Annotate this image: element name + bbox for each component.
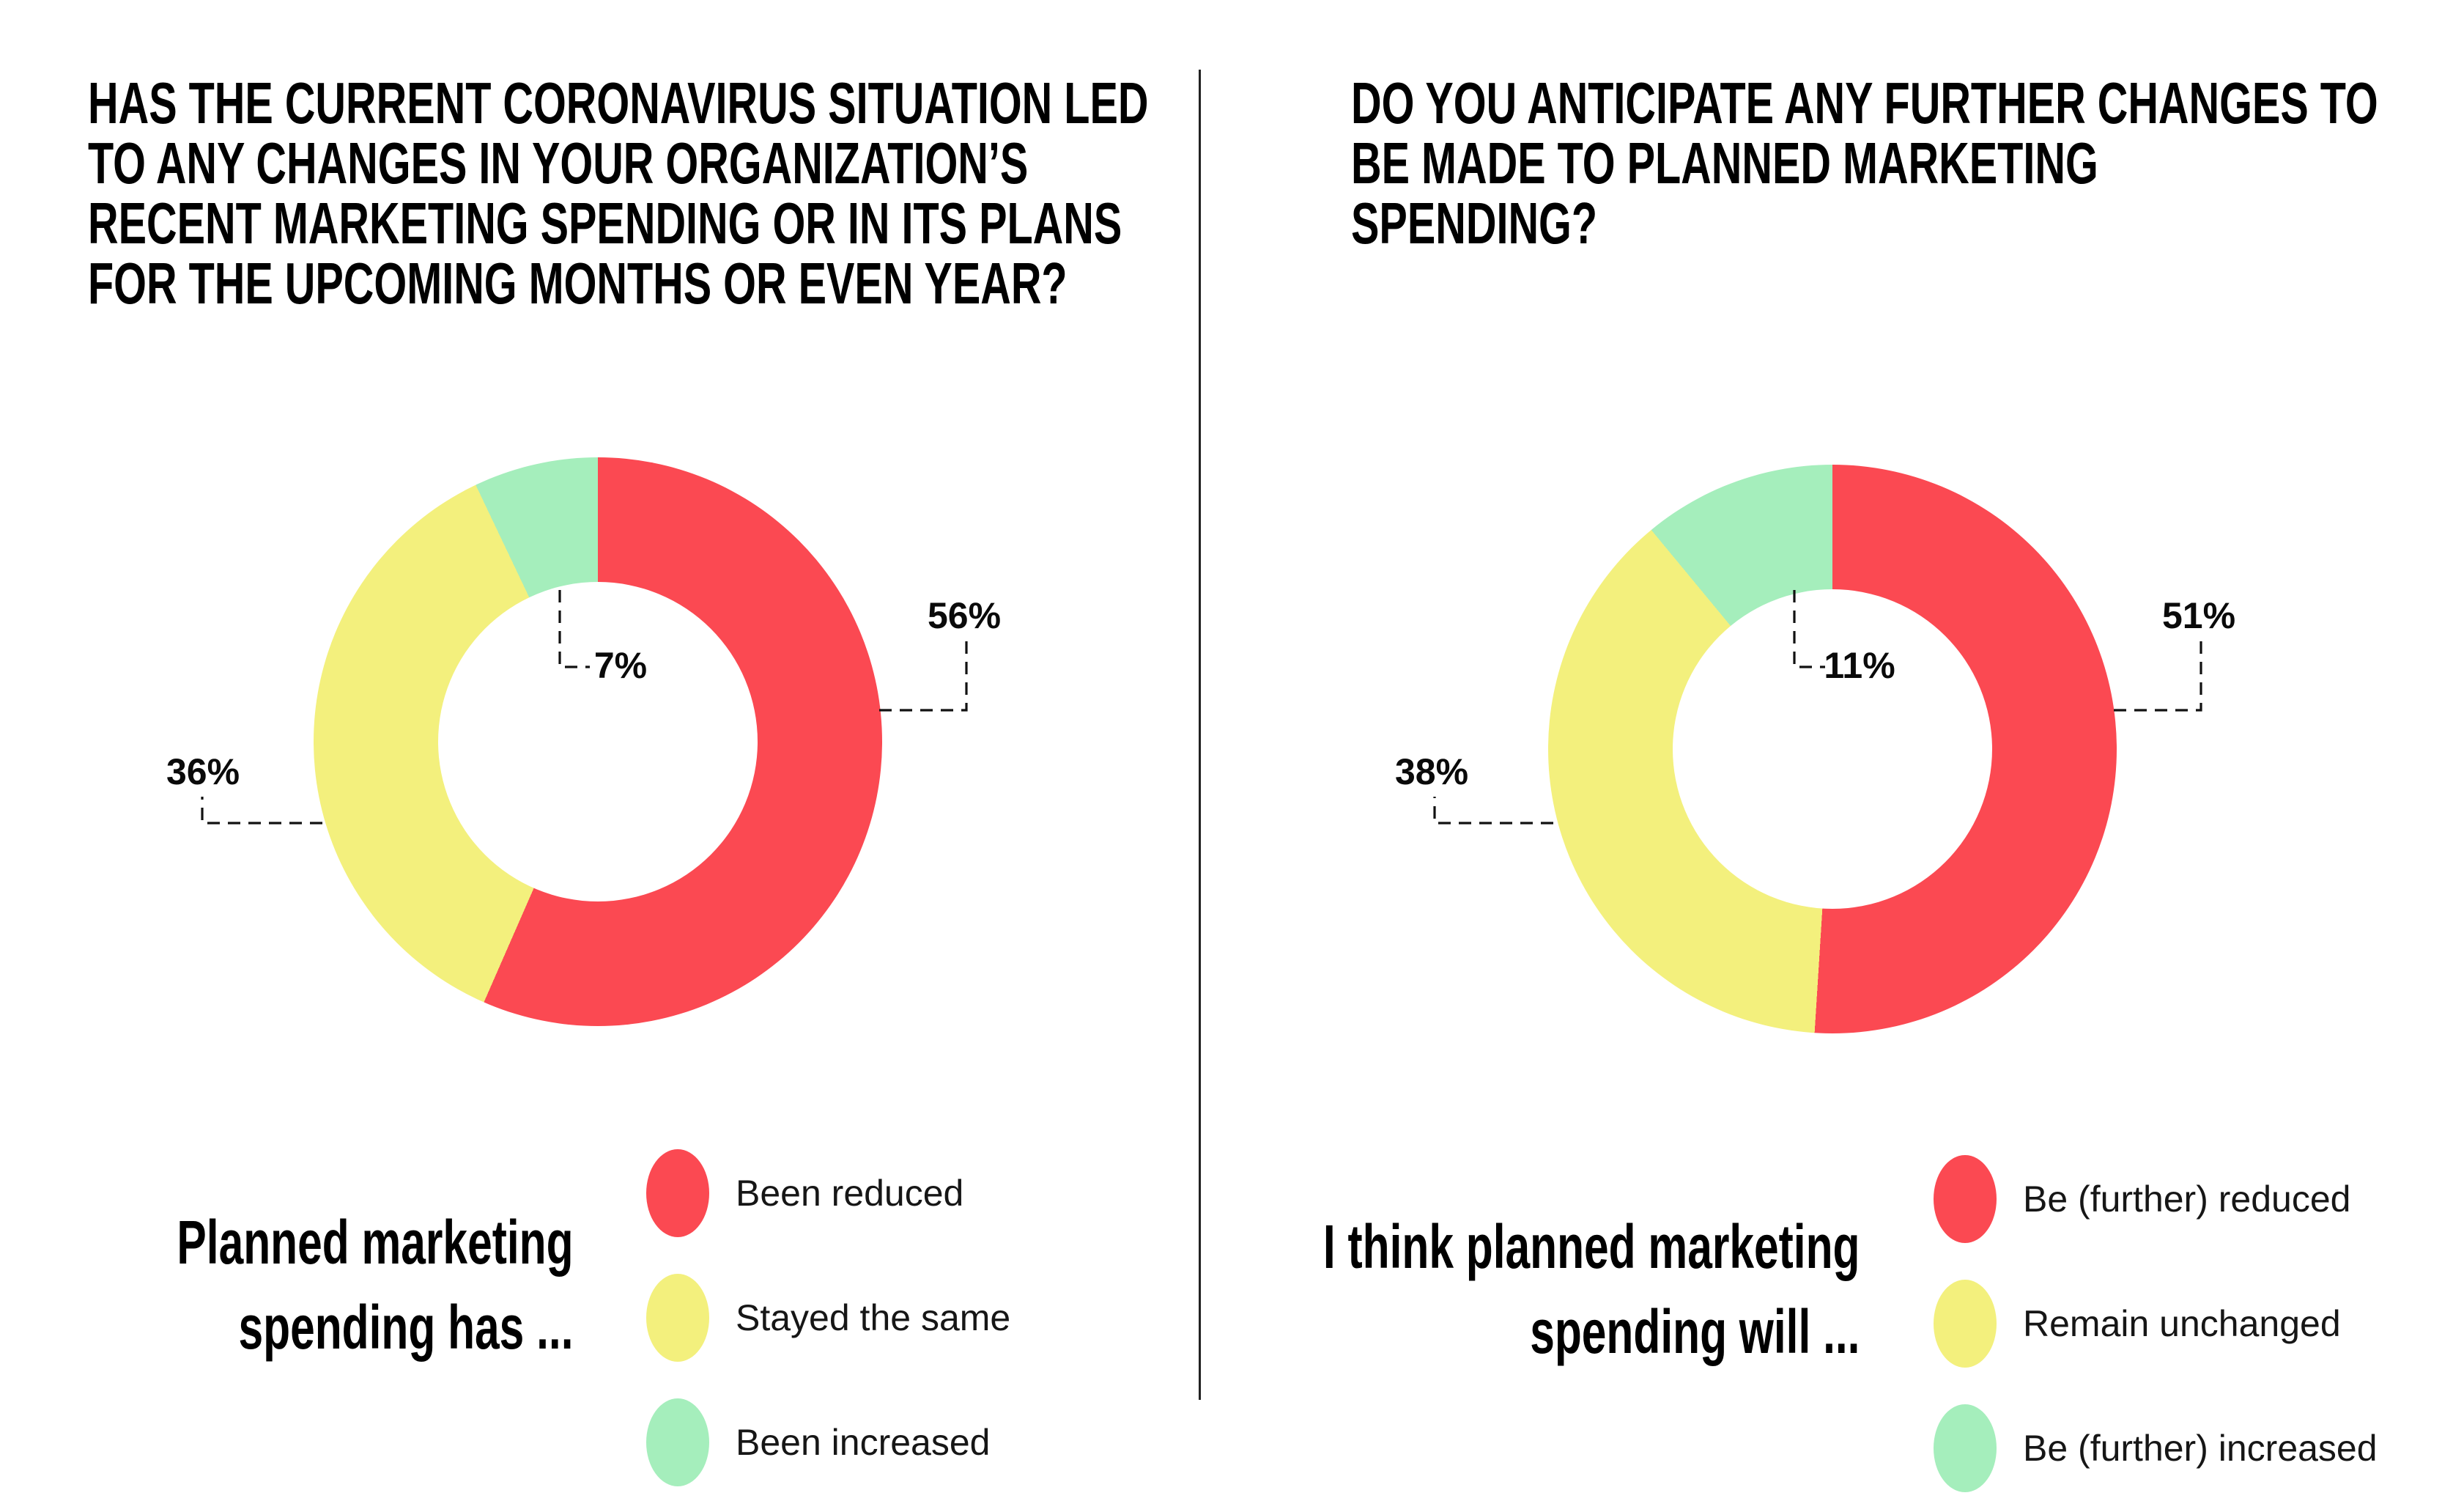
legend-label: Be (further) increased <box>2023 1428 2378 1469</box>
question-title-left: HAS THE CURRENT CORONAVIRUS SITUATION LE… <box>88 73 1148 314</box>
legend-right: Be (further) reduced Remain unchanged Be… <box>1934 1155 2378 1492</box>
legend-row: Been increased <box>646 1398 1010 1486</box>
value-label-further-increased: 11% <box>1824 645 1895 686</box>
legend-left: Been reduced Stayed the same Been increa… <box>646 1149 1010 1486</box>
caption-line: I think planned marketing <box>1322 1212 1860 1281</box>
divider-line <box>1199 70 1201 1400</box>
title-line: BE MADE TO PLANNED MARKETING <box>1351 130 2098 196</box>
legend-swatch-been-increased-icon <box>646 1398 709 1486</box>
title-line: HAS THE CURRENT CORONAVIRUS SITUATION LE… <box>88 70 1149 136</box>
legend-row: Remain unchanged <box>1934 1280 2378 1368</box>
caption-line: spending will ... <box>1529 1297 1860 1366</box>
caption-line: Planned marketing <box>177 1208 574 1277</box>
legend-row: Been reduced <box>646 1149 1010 1237</box>
title-line: FOR THE UPCOMING MONTHS OR EVEN YEAR? <box>88 251 1068 316</box>
title-line: DO YOU ANTICIPATE ANY FURTHER CHANGES TO <box>1351 70 2378 136</box>
donut-chart-right <box>1548 465 2117 1033</box>
value-label-been-reduced: 56% <box>927 595 1002 636</box>
value-label-further-reduced: 51% <box>2161 595 2236 636</box>
legend-row: Stayed the same <box>646 1274 1010 1362</box>
legend-label: Stayed the same <box>736 1297 1011 1338</box>
title-line: SPENDING? <box>1351 191 1598 256</box>
legend-swatch-further-reduced-icon <box>1934 1155 1997 1243</box>
donut-hole <box>1673 589 1992 909</box>
legend-label: Been increased <box>736 1422 991 1463</box>
legend-label: Been reduced <box>736 1173 964 1214</box>
value-label-remain-unchanged: 38% <box>1394 751 1469 792</box>
legend-swatch-remain-unchanged-icon <box>1934 1280 1997 1368</box>
title-line: RECENT MARKETING SPENDING OR IN ITS PLAN… <box>88 191 1122 256</box>
chart-caption-right: I think planned marketing spending will … <box>1322 1204 1860 1374</box>
legend-label: Remain unchanged <box>2023 1303 2341 1344</box>
legend-swatch-further-increased-icon <box>1934 1404 1997 1492</box>
caption-line: spending has ... <box>238 1293 574 1362</box>
legend-swatch-been-reduced-icon <box>646 1149 709 1237</box>
value-label-stayed-the-same: 36% <box>166 751 240 792</box>
value-label-been-increased: 7% <box>593 645 648 686</box>
donut-hole <box>438 582 758 901</box>
title-line: TO ANY CHANGES IN YOUR ORGANIZATION’S <box>88 130 1029 196</box>
legend-row: Be (further) reduced <box>1934 1155 2378 1243</box>
question-title-right: DO YOU ANTICIPATE ANY FURTHER CHANGES TO… <box>1351 73 2378 254</box>
legend-row: Be (further) increased <box>1934 1404 2378 1492</box>
legend-label: Be (further) reduced <box>2023 1179 2351 1220</box>
chart-caption-left: Planned marketing spending has ... <box>177 1200 574 1370</box>
donut-chart-left <box>314 457 882 1026</box>
legend-swatch-stayed-the-same-icon <box>646 1274 709 1362</box>
